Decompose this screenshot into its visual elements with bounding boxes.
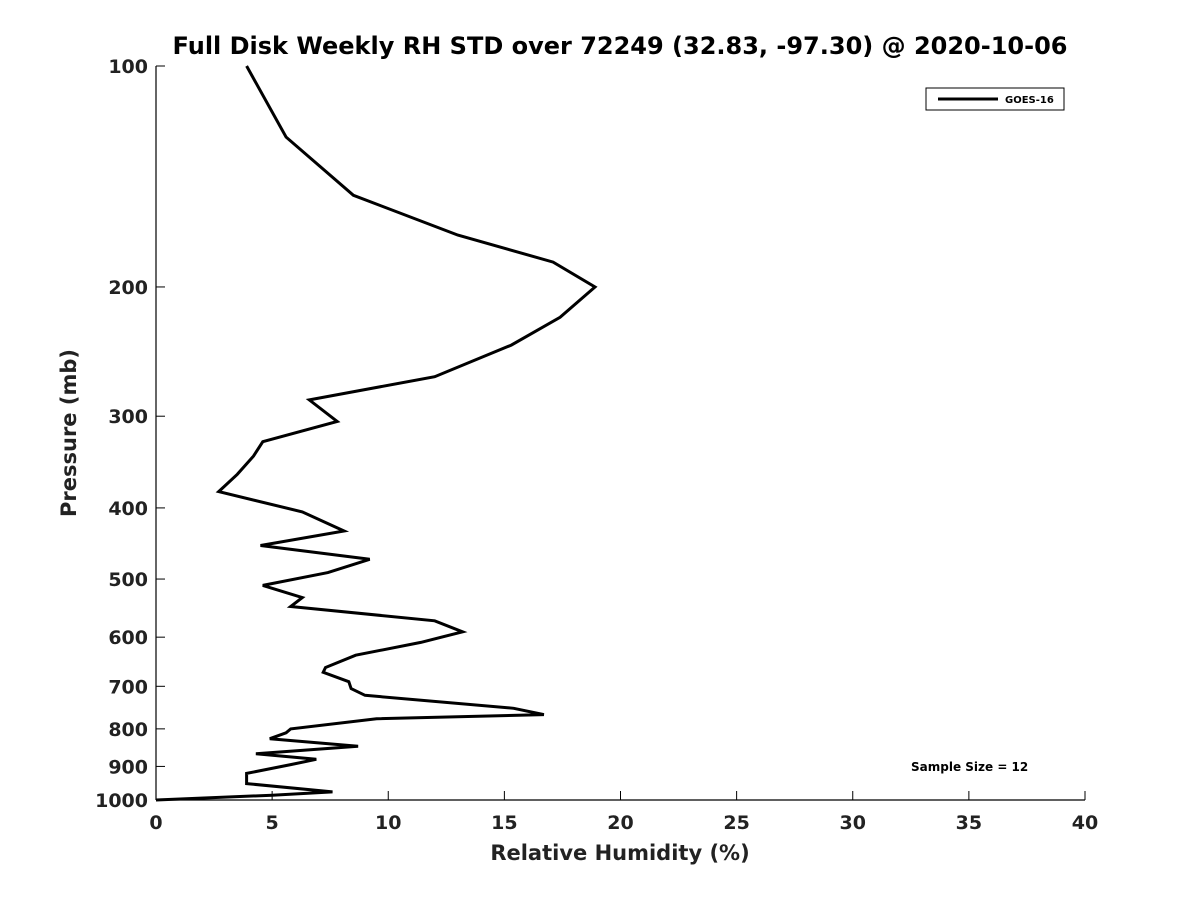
- legend-entry-goes-16: GOES-16: [1005, 95, 1054, 106]
- x-tick-label: 30: [840, 812, 866, 834]
- plot-area: 0 5 10 15 20 25 30 35 40 100 200 300 400 500 600 700 80…: [95, 56, 1098, 834]
- x-tick-label: 15: [491, 812, 517, 834]
- x-ticks: 0 5 10 15 20 25 30 35 40: [149, 791, 1098, 834]
- y-tick-label: 600: [108, 627, 148, 649]
- y-tick-label: 1000: [95, 790, 148, 812]
- y-tick-label: 400: [108, 498, 148, 520]
- x-tick-label: 5: [266, 812, 279, 834]
- x-tick-label: 25: [723, 812, 749, 834]
- y-tick-label: 800: [108, 719, 148, 741]
- series-line-goes-16: [155, 65, 598, 802]
- y-tick-label: 200: [108, 277, 148, 299]
- x-tick-label: 10: [375, 812, 401, 834]
- sample-size-annotation: Sample Size = 12: [911, 760, 1028, 774]
- legend: GOES-16: [925, 87, 1065, 111]
- y-tick-label: 300: [108, 406, 148, 428]
- x-tick-label: 0: [149, 812, 162, 834]
- y-axis-label: Pressure (mb): [57, 349, 81, 517]
- x-tick-label: 40: [1072, 812, 1098, 834]
- y-tick-label: 100: [108, 56, 148, 78]
- x-axis-label: Relative Humidity (%): [490, 841, 749, 865]
- y-tick-label: 500: [108, 569, 148, 591]
- y-ticks: 100 200 300 400 500 600 700 800 900 1000: [95, 56, 165, 812]
- y-tick-label: 900: [108, 756, 148, 778]
- y-tick-label: 700: [108, 676, 148, 698]
- x-tick-label: 35: [956, 812, 982, 834]
- x-tick-label: 20: [607, 812, 633, 834]
- chart-title: Full Disk Weekly RH STD over 72249 (32.8…: [173, 32, 1068, 60]
